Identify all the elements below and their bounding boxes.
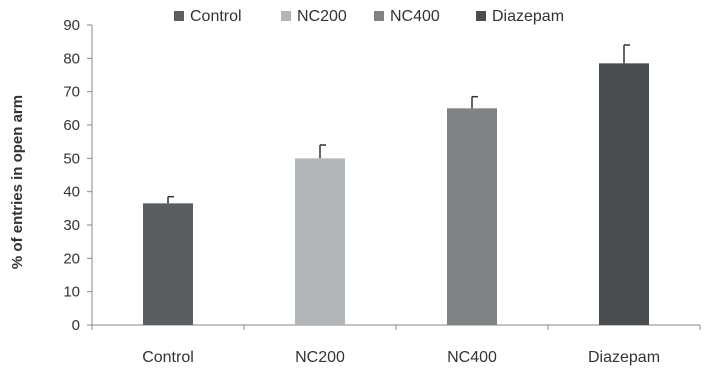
y-tick-label: 20 bbox=[63, 250, 80, 267]
y-tick-label: 30 bbox=[63, 217, 80, 234]
legend: Control NC200 NC400 Diazepam bbox=[174, 8, 564, 25]
bars bbox=[143, 44, 649, 325]
bar bbox=[295, 158, 345, 325]
y-tick-label: 80 bbox=[63, 50, 80, 67]
y-tick-label: 50 bbox=[63, 150, 80, 167]
legend-label: Control bbox=[190, 8, 242, 25]
y-tick-label: 70 bbox=[63, 84, 80, 101]
y-axis-label: % of entries in open arm bbox=[9, 95, 26, 269]
x-axis: Control NC200 NC400 Diazepam bbox=[91, 324, 701, 366]
bar bbox=[599, 63, 649, 325]
y-tick-label: 0 bbox=[72, 317, 80, 334]
legend-swatch bbox=[476, 11, 486, 21]
y-axis: 0 10 20 30 40 50 60 70 80 90 bbox=[63, 17, 93, 334]
legend-swatch bbox=[174, 11, 184, 21]
y-tick-label: 90 bbox=[63, 17, 80, 34]
y-tick-label: 40 bbox=[63, 184, 80, 201]
x-tick-label: Control bbox=[142, 349, 194, 366]
bar bbox=[447, 108, 497, 325]
x-tick-label: Diazepam bbox=[588, 349, 660, 366]
x-tick-label: NC200 bbox=[295, 349, 345, 366]
legend-swatch bbox=[281, 11, 291, 21]
y-tick-label: 10 bbox=[63, 284, 80, 301]
x-tick-label: NC400 bbox=[447, 349, 497, 366]
legend-label: NC200 bbox=[297, 8, 347, 25]
legend-label: NC400 bbox=[390, 8, 440, 25]
legend-label: Diazepam bbox=[492, 8, 564, 25]
y-tick-label: 60 bbox=[63, 117, 80, 134]
legend-swatch bbox=[374, 11, 384, 21]
bar bbox=[143, 203, 193, 325]
